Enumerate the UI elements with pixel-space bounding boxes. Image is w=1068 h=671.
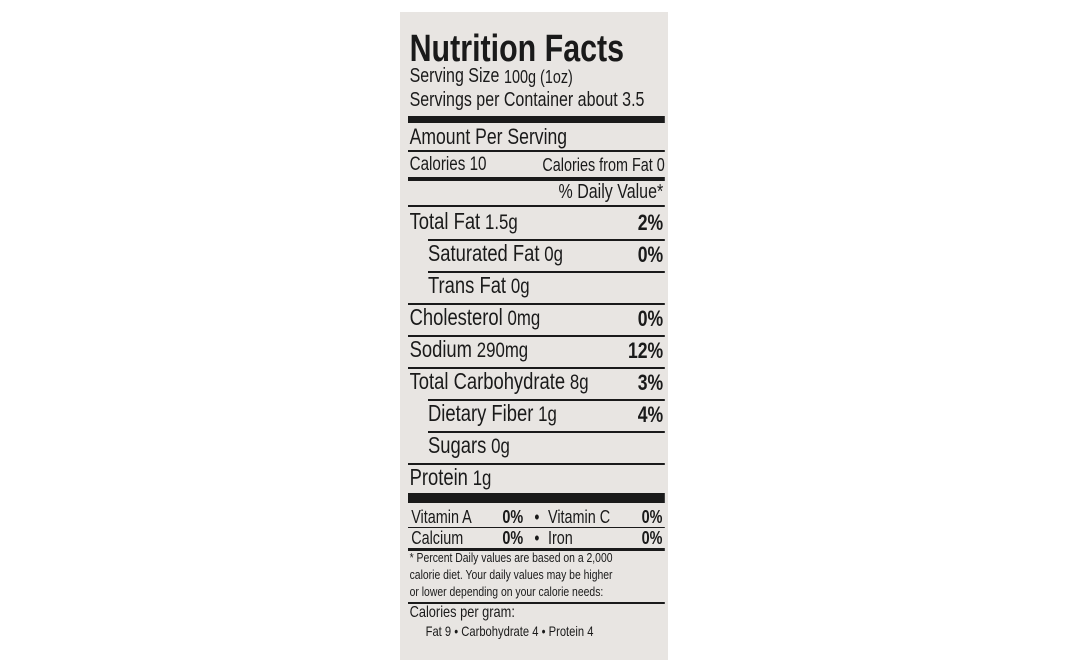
nutrient-row: Sodium 290mg: [409, 336, 529, 362]
label-content: Nutrition Facts Serving Size 100g (1oz) …: [400, 12, 668, 660]
nutrient-row: Protein 1g: [409, 464, 492, 490]
servings-per-container: Servings per Container about 3.5: [409, 89, 645, 111]
nutrient-name: Cholesterol: [409, 304, 503, 330]
vitamin-value: 0%: [502, 507, 524, 527]
rule: [408, 367, 665, 369]
serving-size-label: Serving Size: [409, 65, 500, 87]
vitamin-value: 0%: [502, 528, 524, 548]
rule: [428, 239, 665, 241]
nutrient-daily-value: 0%: [637, 242, 664, 267]
nutrient-row: Trans Fat 0g: [428, 272, 530, 298]
nutrient-amount: 1.5g: [484, 211, 518, 234]
vitamin-name: Vitamin C: [548, 507, 611, 527]
nutrient-row: Sugars 0g: [428, 432, 510, 458]
thick-rule: [408, 116, 665, 123]
nutrient-daily-value: 0%: [637, 306, 664, 331]
nutrient-row: Dietary Fiber 1g: [428, 400, 557, 426]
nutrient-name: Saturated Fat: [428, 240, 540, 266]
calories-per-gram-values: Fat 9 • Carbohydrate 4 • Protein 4: [425, 623, 594, 639]
footnote-line: * Percent Daily values are based on a 2,…: [409, 550, 613, 565]
nutrient-daily-value: 12%: [627, 338, 664, 363]
medium-rule: [408, 177, 665, 181]
calories-per-gram-label: Calories per gram:: [409, 604, 515, 621]
nutrient-amount: 8g: [569, 371, 589, 394]
vitamin-name: Vitamin A: [411, 507, 472, 527]
rule: [428, 399, 665, 401]
nutrient-name: Protein: [409, 464, 468, 490]
rule: [408, 548, 665, 551]
nutrition-label: Nutrition Facts Serving Size 100g (1oz) …: [400, 12, 668, 660]
nutrient-row: Total Fat 1.5g: [409, 208, 518, 234]
nutrient-name: Sodium: [409, 336, 472, 362]
vitamin-name: Calcium: [411, 528, 464, 548]
nutrient-amount: 290mg: [476, 339, 529, 362]
nutrient-row: Total Carbohydrate 8g: [409, 368, 589, 394]
nutrient-daily-value: 3%: [637, 370, 664, 395]
nutrient-amount: 0mg: [507, 307, 541, 330]
nutrient-amount: 0g: [544, 243, 563, 266]
title: Nutrition Facts: [409, 28, 625, 70]
nutrient-amount: 1g: [538, 403, 557, 426]
vitamin-value: 0%: [641, 528, 663, 548]
daily-value-header: % Daily Value*: [558, 181, 664, 203]
nutrient-row: Saturated Fat 0g: [428, 240, 563, 266]
rule: [428, 271, 665, 273]
rule: [428, 431, 665, 433]
calories: Calories 10: [409, 154, 487, 175]
rule: [408, 602, 665, 604]
rule: [408, 463, 665, 465]
nutrient-name: Dietary Fiber: [428, 400, 534, 426]
nutrient-amount: 1g: [472, 467, 492, 490]
nutrient-name: Total Carbohydrate: [409, 368, 566, 394]
nutrient-name: Trans Fat: [428, 272, 507, 298]
rule: [408, 303, 665, 305]
rule: [408, 150, 665, 152]
nutrient-name: Sugars: [428, 432, 487, 458]
separator: •: [534, 507, 540, 527]
serving-size-value: 100g (1oz): [504, 67, 573, 87]
nutrient-amount: 0g: [510, 275, 530, 298]
vitamin-value: 0%: [641, 507, 663, 527]
rule: [408, 527, 665, 528]
nutrient-daily-value: 2%: [637, 210, 664, 235]
footnote-line: calorie diet. Your daily values may be h…: [409, 567, 613, 582]
separator: •: [534, 528, 540, 548]
calories-from-fat: Calories from Fat 0: [542, 155, 665, 175]
thick-rule: [408, 493, 665, 503]
rule: [408, 205, 665, 207]
footnote-line: or lower depending on your calorie needs…: [409, 584, 604, 599]
rule: [408, 335, 665, 337]
amount-per-serving: Amount Per Serving: [409, 124, 568, 149]
nutrient-daily-value: 4%: [637, 402, 664, 427]
nutrient-amount: 0g: [491, 435, 510, 458]
nutrient-name: Total Fat: [409, 208, 481, 234]
nutrient-row: Cholesterol 0mg: [409, 304, 541, 330]
vitamin-name: Iron: [548, 528, 573, 548]
